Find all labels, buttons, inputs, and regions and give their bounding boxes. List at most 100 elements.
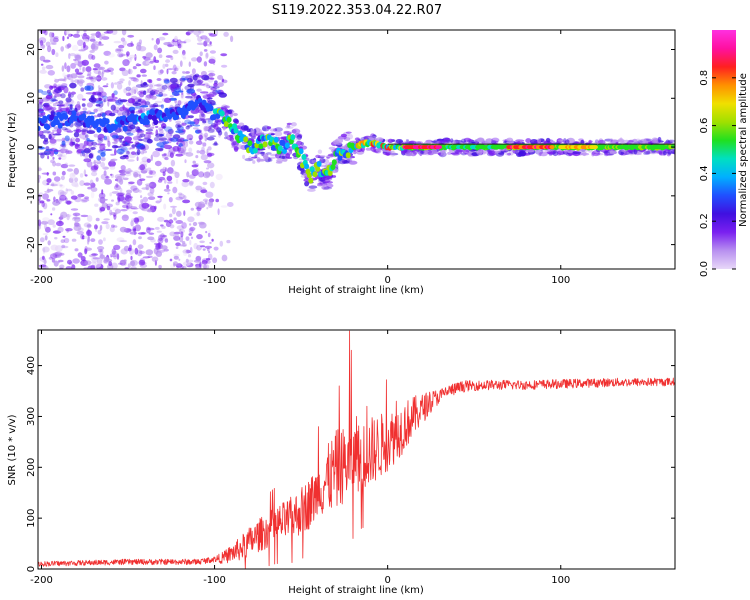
spectrogram-noise-dot [125, 202, 133, 209]
spectrogram-noise-dot [111, 262, 118, 269]
spectrogram-noise-dot [132, 136, 138, 141]
spectrogram-noise-dot [157, 47, 163, 54]
spectrogram-halo-dot [119, 99, 128, 102]
spectrogram-noise-dot [76, 101, 80, 106]
spectrogram-noise-dot [54, 254, 62, 258]
spectrogram-noise-dot [121, 214, 129, 222]
spectrogram-noise-dot [151, 37, 154, 41]
spectrogram-halo-dot [372, 134, 377, 139]
spectrogram-halo-dot [244, 158, 254, 162]
spectrogram-noise-dot [103, 257, 110, 262]
spectrogram-noise-dot [154, 84, 162, 87]
spectrogram-ridge-cell [273, 136, 279, 143]
spectrogram-halo-dot [149, 104, 157, 108]
spectrogram-noise-dot [115, 48, 122, 53]
spectrogram-halo-dot [251, 130, 255, 137]
spectrogram-noise-dot [155, 250, 162, 257]
spectrogram-ridge-cell [57, 122, 63, 129]
spectrogram-noise-dot [178, 193, 185, 200]
spectrogram-noise-dot [83, 33, 87, 37]
spectrogram-noise-dot [107, 67, 114, 72]
spectrogram-halo-dot [149, 90, 156, 96]
spectrogram-noise-dot [70, 195, 78, 200]
spectrogram-noise-dot [50, 213, 53, 216]
spectrogram-halo-dot [389, 150, 396, 157]
spectrogram-noise-dot [42, 255, 45, 260]
spectrogram-noise-dot [196, 234, 203, 240]
spectrogram-noise-dot [62, 79, 65, 82]
spectrogram-noise-dot [185, 152, 194, 157]
spectrogram-noise-dot [230, 35, 234, 42]
spectrogram-noise-dot [208, 72, 216, 77]
spectrogram-noise-dot [83, 30, 87, 33]
spectrogram-halo-dot [107, 98, 116, 102]
spectrogram-noise-dot [136, 249, 143, 257]
spectrogram-noise-dot [106, 83, 109, 86]
spectrogram-noise-dot [188, 223, 192, 226]
spectrogram-halo-dot [502, 148, 508, 151]
spectrogram-y-tick-label: 20 [26, 43, 37, 56]
spectrogram-noise-dot [198, 109, 204, 114]
figure-title: S119.2022.353.04.22.R07 [272, 3, 442, 18]
spectrogram-halo-dot [207, 128, 215, 133]
spectrogram-halo-dot [97, 143, 106, 146]
spectrogram-halo-dot [131, 144, 137, 148]
spectrogram-noise-dot [93, 108, 98, 113]
spectrogram-noise-dot [202, 181, 208, 186]
spectrogram-halo-dot [278, 155, 287, 160]
spectrogram-halo-dot [538, 151, 542, 157]
spectrogram-noise-dot [132, 226, 136, 233]
spectrogram-noise-dot [188, 147, 193, 153]
spectrogram-noise-dot [139, 263, 148, 268]
spectrogram-halo-dot [171, 91, 180, 96]
spectrogram-halo-dot [506, 141, 514, 144]
spectrogram-noise-dot [131, 86, 138, 94]
spectrogram-noise-dot [127, 159, 135, 162]
spectrogram-noise-dot [177, 100, 182, 106]
spectrogram-noise-dot [139, 91, 145, 98]
spectrogram-noise-dot [125, 92, 132, 97]
spectrogram-noise-dot [199, 222, 207, 229]
spectrogram-halo-dot [176, 84, 182, 88]
spectrogram-noise-dot [79, 66, 82, 71]
spectrogram-ridge-cell [81, 113, 87, 120]
spectrogram-halo-dot [552, 150, 559, 157]
spectrogram-noise-dot [167, 68, 174, 71]
spectrogram-ridge-cell [183, 109, 189, 116]
spectrogram-noise-dot [126, 205, 129, 210]
spectrogram-noise-dot [203, 61, 208, 67]
spectrogram-noise-dot [47, 240, 51, 246]
spectrogram-noise-dot [113, 225, 118, 228]
spectrogram-y-ticks: -20 -10 0 10 20 [26, 43, 675, 253]
spectrogram-noise-dot [191, 169, 199, 177]
spectrogram-noise-dot [70, 190, 75, 195]
spectrogram-halo-dot [101, 112, 106, 118]
spectrogram-halo-dot [379, 137, 384, 141]
spectrogram-noise-dot [76, 62, 83, 67]
spectrogram-noise-dot [52, 171, 57, 176]
spectrogram-noise-dot [64, 62, 67, 70]
spectrogram-noise-dot [86, 238, 90, 245]
snr-y-tick-label: 400 [26, 356, 37, 375]
spectrogram-noise-dot [183, 40, 187, 44]
spectrogram-noise-dot [156, 78, 162, 81]
spectrogram-noise-dot [167, 44, 175, 47]
spectrogram-noise-dot [132, 188, 140, 193]
spectrogram-noise-dot [203, 82, 209, 85]
spectrogram-noise-dot [99, 224, 103, 231]
spectrogram-noise-dot [172, 233, 177, 240]
spectrogram-noise-dot [39, 55, 46, 62]
spectrogram-noise-dot [110, 71, 114, 75]
spectrogram-noise-dot [148, 232, 155, 235]
spectrogram-noise-dot [77, 39, 84, 47]
spectrogram-noise-dot [130, 185, 138, 191]
spectrogram-halo-dot [505, 152, 511, 156]
spectrogram-noise-dot [111, 199, 114, 202]
spectrogram-halo-dot [45, 105, 53, 111]
spectrogram-noise-dot [38, 226, 41, 230]
spectrogram-noise-dot [187, 216, 195, 223]
spectrogram-noise-dot [155, 38, 160, 45]
spectrogram-noise-dot [199, 240, 205, 244]
spectrogram-halo-dot [431, 140, 438, 143]
spectrogram-noise-dot [169, 258, 173, 262]
